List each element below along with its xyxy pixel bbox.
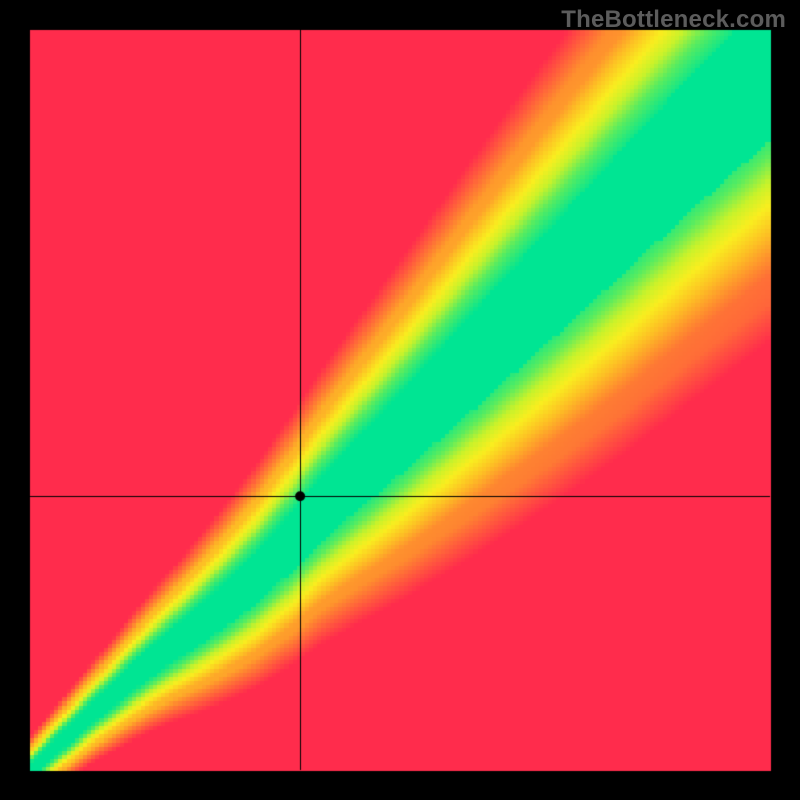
- heatmap-canvas: [0, 0, 800, 800]
- chart-container: TheBottleneck.com: [0, 0, 800, 800]
- watermark-text: TheBottleneck.com: [561, 6, 786, 34]
